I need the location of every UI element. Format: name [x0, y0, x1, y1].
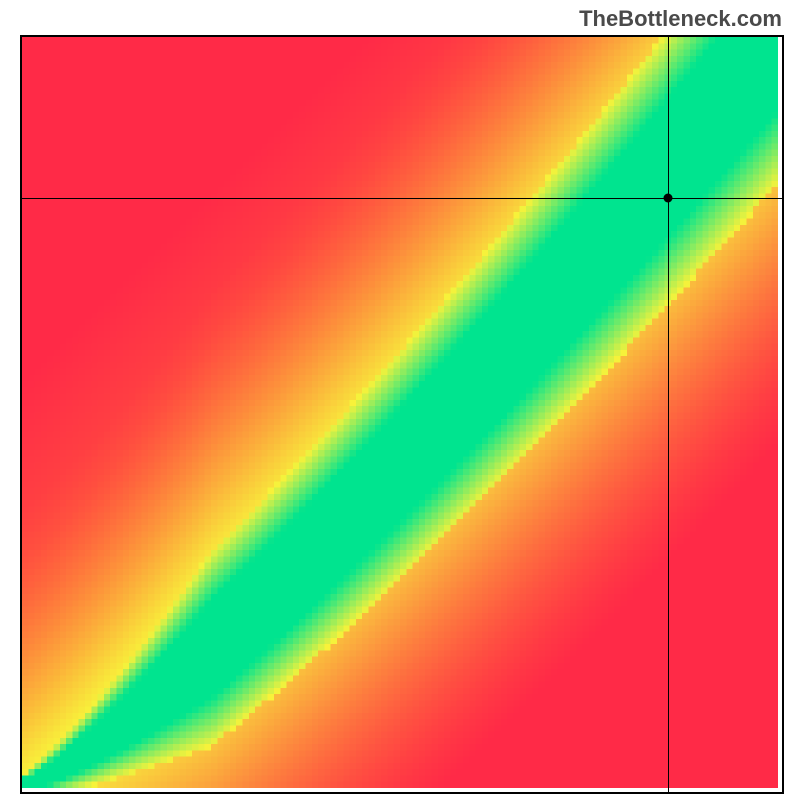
watermark-text: TheBottleneck.com	[579, 6, 782, 32]
heatmap-plot	[20, 35, 784, 794]
heatmap-canvas	[22, 37, 778, 788]
crosshair-vertical	[668, 37, 669, 792]
crosshair-dot	[664, 194, 673, 203]
